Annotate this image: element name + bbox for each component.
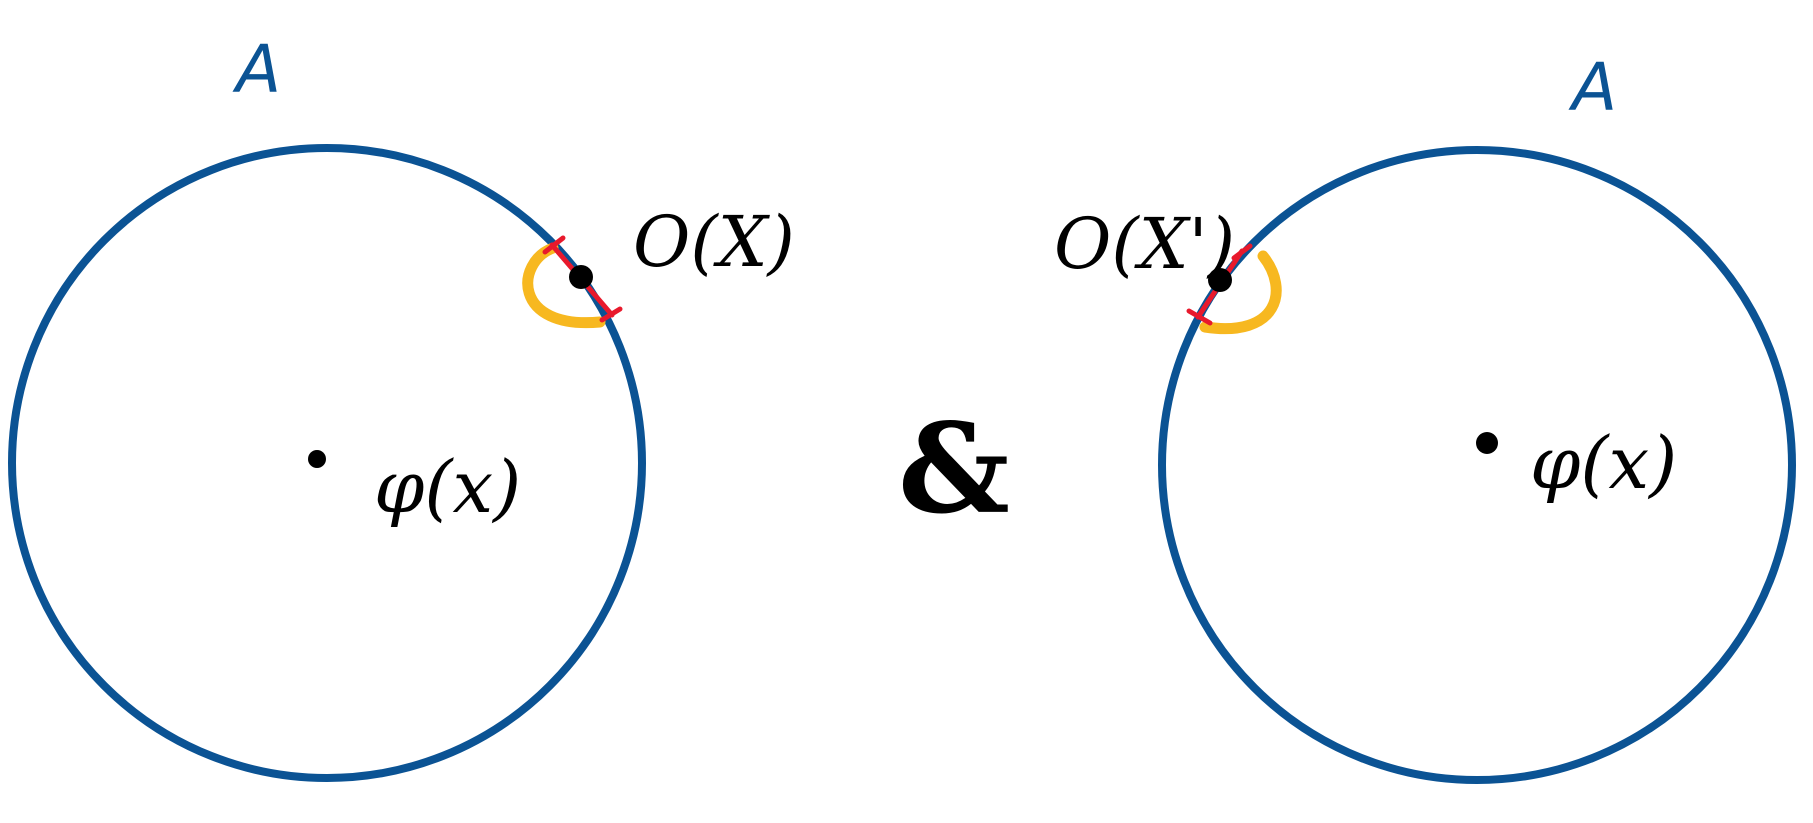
- right-neighborhood-arc: [1199, 250, 1282, 335]
- right-field-point: [1476, 432, 1498, 454]
- left-region-label: A: [232, 31, 281, 108]
- right-region-boundary: [1158, 146, 1796, 784]
- left-region-boundary: [8, 144, 646, 782]
- left-field-point: [308, 450, 326, 468]
- left-operator-label: O(X): [633, 201, 795, 283]
- left-neighborhood-arc: [522, 242, 606, 329]
- left-operator-point: [569, 265, 593, 289]
- right-operator-point: [1208, 268, 1232, 292]
- right-operator-label: O(X'): [1054, 203, 1235, 285]
- right-region-label: A: [1568, 49, 1617, 126]
- conjunction-symbol: &: [898, 397, 1010, 542]
- right-field-label: φ(x): [1530, 421, 1677, 505]
- left-panel: A O(X) φ(x): [8, 31, 795, 782]
- right-panel: A O(X') φ(x): [1054, 49, 1796, 784]
- left-field-label: φ(x): [374, 445, 521, 529]
